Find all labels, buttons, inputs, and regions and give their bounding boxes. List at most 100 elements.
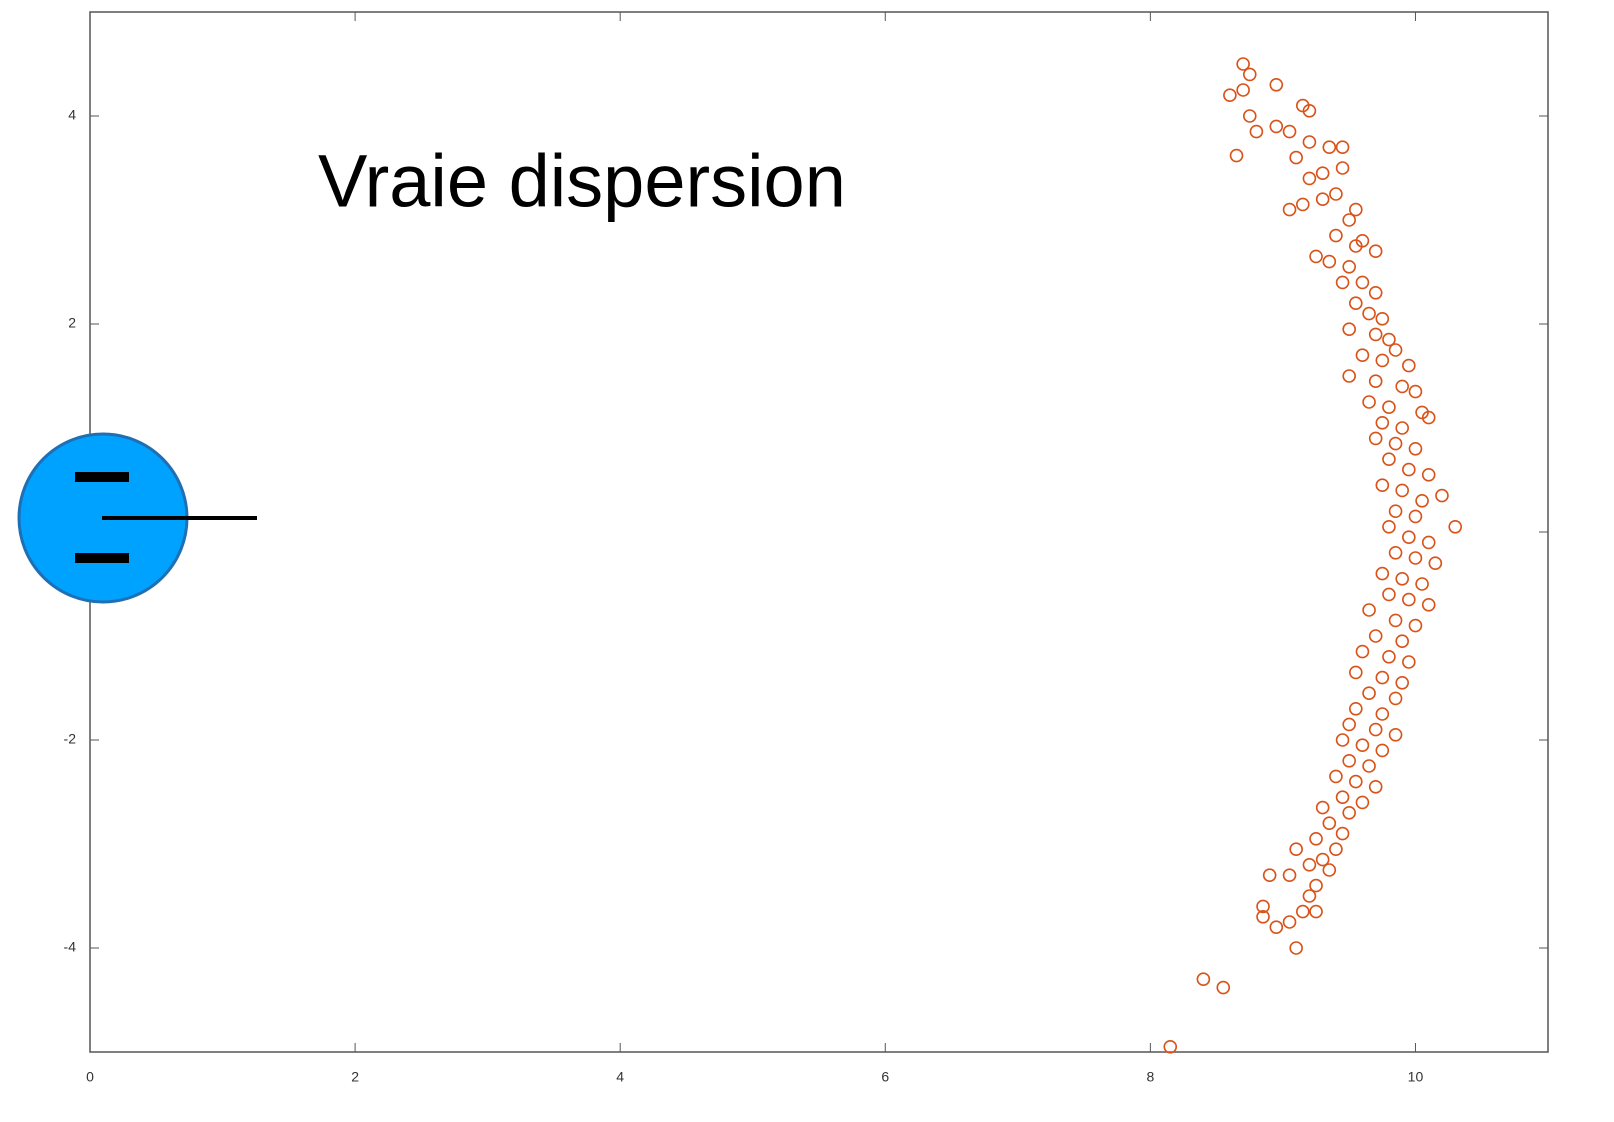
point: [1408, 551, 1423, 565]
point: [1388, 545, 1403, 560]
point: [1282, 915, 1297, 929]
point: [1322, 816, 1337, 831]
point: [1402, 358, 1416, 373]
point: [1262, 868, 1277, 883]
point: [1368, 374, 1383, 389]
point: [1388, 504, 1403, 519]
point: [1368, 285, 1383, 300]
point: [1342, 753, 1356, 768]
point: [1315, 852, 1330, 867]
point: [1382, 332, 1396, 347]
point: [1302, 171, 1317, 186]
point: [1408, 441, 1423, 456]
point: [1368, 431, 1383, 446]
point: [1408, 509, 1423, 524]
point: [1309, 831, 1323, 846]
point: [1289, 842, 1303, 857]
point: [1342, 259, 1356, 274]
point: [1375, 707, 1390, 721]
point: [1269, 78, 1284, 92]
point: [1349, 774, 1363, 789]
point: [1335, 790, 1350, 805]
point: [1388, 691, 1403, 706]
point: [1335, 733, 1350, 747]
y-tick-label: -2: [64, 731, 77, 747]
point: [1388, 613, 1403, 628]
point: [1342, 717, 1356, 732]
point: [1335, 826, 1350, 841]
point: [1216, 980, 1231, 995]
point: [1349, 202, 1363, 217]
point: [1269, 920, 1284, 935]
point: [1163, 1040, 1178, 1054]
point: [1421, 467, 1436, 482]
y-tick-label: -4: [64, 939, 77, 955]
point: [1322, 140, 1337, 154]
point: [1415, 577, 1429, 591]
y-tick-label: 4: [68, 107, 76, 123]
point: [1236, 83, 1250, 97]
point: [1382, 587, 1396, 602]
point: [1388, 727, 1403, 742]
point: [1375, 670, 1390, 685]
point: [1322, 254, 1337, 269]
point: [1375, 566, 1390, 581]
point: [1289, 150, 1303, 165]
minus-sign: [75, 553, 129, 563]
minus-sign: [75, 472, 129, 482]
point: [1382, 649, 1396, 664]
point: [1362, 306, 1376, 321]
point: [1368, 244, 1383, 258]
point: [1335, 161, 1350, 175]
point: [1355, 644, 1370, 659]
point: [1295, 904, 1310, 919]
point: [1382, 519, 1396, 534]
x-tick-label: 2: [351, 1069, 359, 1085]
point: [1302, 104, 1317, 118]
point: [1368, 629, 1383, 643]
point: [1242, 109, 1257, 123]
point: [1395, 634, 1409, 649]
x-tick-label: 10: [1408, 1069, 1424, 1085]
point: [1309, 904, 1323, 919]
point: [1249, 124, 1264, 139]
point: [1362, 686, 1376, 701]
point: [1368, 327, 1383, 342]
point: [1335, 140, 1350, 154]
point: [1402, 592, 1416, 607]
point: [1395, 675, 1409, 690]
point: [1302, 135, 1317, 149]
point: [1408, 618, 1423, 633]
point: [1329, 769, 1343, 784]
point: [1402, 462, 1416, 477]
point: [1421, 597, 1436, 612]
point: [1349, 296, 1363, 311]
point: [1375, 311, 1390, 326]
point: [1342, 322, 1356, 337]
point: [1448, 519, 1463, 534]
point: [1289, 941, 1303, 955]
y-tick-label: 2: [68, 315, 76, 331]
annotation: Vraie dispersion: [318, 140, 846, 223]
point: [1342, 213, 1356, 227]
point: [1355, 275, 1370, 290]
point: [1309, 249, 1323, 264]
point: [1355, 348, 1370, 363]
point: [1362, 759, 1376, 773]
point: [1388, 436, 1403, 451]
point: [1302, 857, 1317, 872]
point: [1223, 88, 1237, 102]
point: [1329, 187, 1343, 201]
point: [1349, 665, 1363, 680]
point: [1315, 166, 1330, 180]
point: [1368, 779, 1383, 794]
point: [1256, 909, 1270, 924]
x-tick-label: 6: [881, 1069, 889, 1085]
point: [1302, 889, 1317, 903]
point: [1309, 878, 1323, 893]
point: [1229, 148, 1244, 163]
point: [1408, 384, 1423, 399]
point: [1395, 483, 1409, 498]
point: [1269, 119, 1284, 134]
